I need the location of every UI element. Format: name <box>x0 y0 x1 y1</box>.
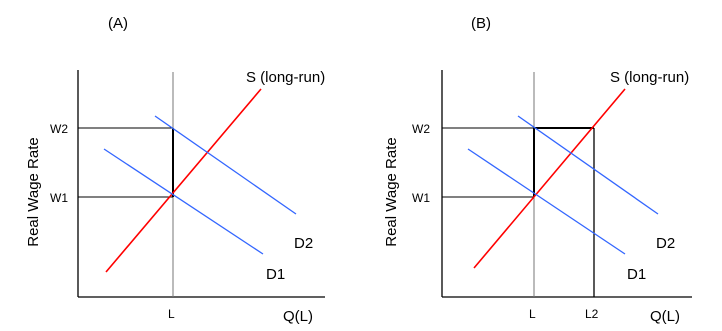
panel-a-x-axis-title: Q(L) <box>283 308 313 325</box>
panel-b: (B) Real Wage Rate W2 W1 L L2 Q(L) S (lo… <box>383 15 692 325</box>
panel-b-tick-w1: W1 <box>412 191 430 205</box>
panel-b-d2-label: D2 <box>656 235 675 252</box>
panel-b-d1-label: D1 <box>627 266 646 283</box>
panel-b-supply-curve <box>473 88 626 269</box>
panel-a-supply-curve <box>105 88 262 273</box>
panel-a-y-axis-title: Real Wage Rate <box>25 137 42 247</box>
panel-a: (A) Real Wage Rate W2 W1 L Q(L) S (long-… <box>25 15 325 325</box>
panel-b-label: (B) <box>471 15 491 32</box>
panel-b-y-axis-title: Real Wage Rate <box>383 137 400 247</box>
panel-a-tick-w1: W1 <box>50 191 68 205</box>
panel-b-demand-d1 <box>467 148 626 255</box>
panel-a-label: (A) <box>108 15 128 32</box>
panel-a-d1-label: D1 <box>266 266 285 283</box>
panel-a-tick-w2: W2 <box>50 122 68 136</box>
panel-b-tick-l: L <box>529 307 536 321</box>
panel-a-supply-label: S (long-run) <box>246 69 325 86</box>
panel-a-demand-d2 <box>154 115 297 215</box>
panel-b-x-axis-title: Q(L) <box>650 308 680 325</box>
panel-b-tick-l2: L2 <box>585 307 599 321</box>
panel-b-demand-d2 <box>517 115 659 215</box>
panel-a-demand-d1 <box>103 148 264 255</box>
panel-a-d2-label: D2 <box>294 235 313 252</box>
panel-a-tick-l: L <box>168 307 175 321</box>
panel-b-supply-label: S (long-run) <box>610 69 689 86</box>
panel-b-tick-w2: W2 <box>412 122 430 136</box>
